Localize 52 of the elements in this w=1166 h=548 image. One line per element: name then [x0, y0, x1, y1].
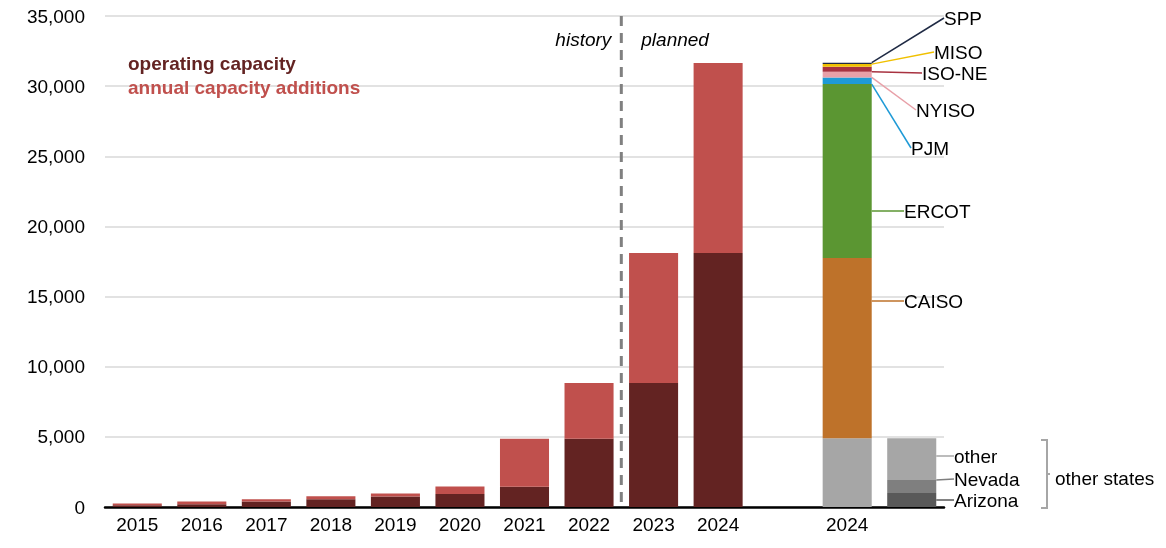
legend-label: Nevada: [954, 468, 1020, 490]
bar: [499, 486, 550, 507]
x-tick-label: 2024: [696, 514, 740, 535]
bar: [370, 493, 420, 497]
bar: [306, 496, 356, 500]
legend-label: MISO: [934, 41, 983, 63]
bar: [693, 253, 743, 507]
bar: [435, 494, 485, 507]
legend-label: ISO-NE: [922, 62, 988, 84]
text: operating capacity: [128, 53, 297, 74]
legend-label: other states: [1055, 467, 1155, 489]
bar: [241, 499, 291, 502]
annotation: planned: [640, 29, 711, 50]
bar: [693, 63, 743, 254]
bar: [822, 77, 872, 85]
x-tick-label: 2018: [309, 514, 353, 535]
bar: [822, 438, 872, 507]
y-tick-label: 0: [74, 496, 85, 518]
x-tick-label: 2016: [180, 514, 223, 535]
legend-label: CAISO: [904, 290, 964, 312]
y-tick-label: 30,000: [26, 75, 85, 97]
legend-label: Arizona: [954, 489, 1019, 511]
text: NYISO: [916, 99, 976, 121]
bar: [564, 438, 614, 507]
bar: [564, 382, 614, 439]
bar: [370, 496, 420, 507]
bar: [629, 253, 679, 383]
x-tick-label: 2017: [245, 514, 288, 535]
annotation: history: [555, 29, 613, 50]
y-tick-label: 15,000: [26, 286, 85, 308]
bar: [435, 486, 485, 495]
y-tick-label: 25,000: [26, 145, 85, 167]
y-tick-label: 20,000: [26, 215, 85, 237]
x-tick-label: 2024: [826, 514, 869, 535]
x-tick-label: 2022: [567, 514, 611, 535]
y-tick-label: 10,000: [26, 356, 85, 378]
x-tick-label: 2020: [438, 514, 482, 535]
x-tick-label: 2023: [632, 514, 675, 535]
x-tick-label: 2019: [374, 514, 417, 535]
legend-label: other: [954, 445, 998, 467]
y-tick-label: 5,000: [37, 426, 85, 448]
text: PJM: [911, 137, 949, 159]
bar: [306, 499, 356, 507]
legend-label: ERCOT: [904, 200, 971, 222]
text: annual capacity additions: [128, 77, 361, 98]
text: SPP: [944, 7, 983, 29]
bar: [499, 438, 550, 487]
x-tick-label: 2015: [116, 514, 159, 535]
bar: [629, 382, 679, 507]
x-tick-label: 2021: [503, 514, 546, 535]
bar: [241, 501, 291, 507]
y-tick-label: 35,000: [26, 5, 85, 27]
